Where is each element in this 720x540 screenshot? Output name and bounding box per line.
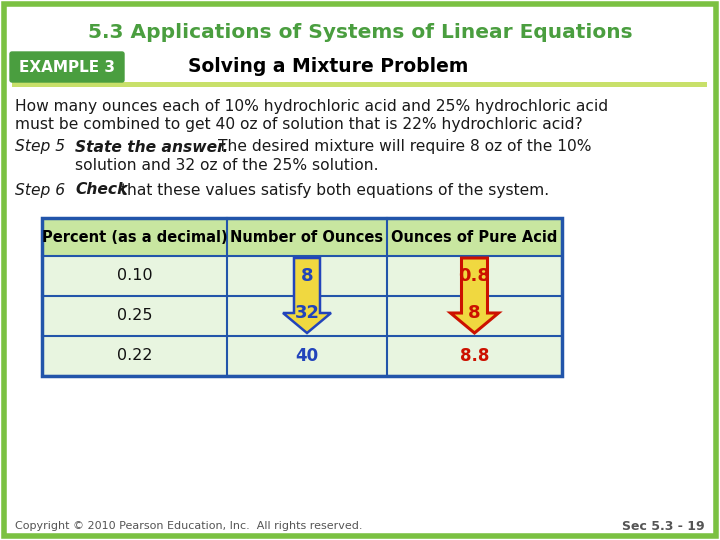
FancyBboxPatch shape — [10, 52, 124, 82]
Text: must be combined to get 40 oz of solution that is 22% hydrochloric acid?: must be combined to get 40 oz of solutio… — [15, 118, 582, 132]
Text: Check: Check — [75, 183, 127, 198]
Bar — [12, 82, 707, 87]
Text: Solving a Mixture Problem: Solving a Mixture Problem — [188, 57, 469, 77]
Text: 0.8: 0.8 — [459, 267, 490, 285]
FancyArrow shape — [283, 258, 331, 333]
Text: Percent (as a decimal): Percent (as a decimal) — [42, 230, 228, 245]
Bar — [42, 218, 562, 376]
Text: 0.10: 0.10 — [117, 268, 153, 284]
Text: Step 5: Step 5 — [15, 139, 65, 154]
Text: 0.22: 0.22 — [117, 348, 152, 363]
Text: Sec 5.3 - 19: Sec 5.3 - 19 — [622, 519, 705, 532]
Text: 5.3 Applications of Systems of Linear Equations: 5.3 Applications of Systems of Linear Eq… — [88, 23, 632, 42]
Text: State the answer.: State the answer. — [75, 139, 228, 154]
Text: 0.25: 0.25 — [117, 308, 152, 323]
Bar — [42, 256, 562, 296]
Text: Copyright © 2010 Pearson Education, Inc.  All rights reserved.: Copyright © 2010 Pearson Education, Inc.… — [15, 521, 362, 531]
Text: 32: 32 — [294, 304, 320, 322]
Bar — [42, 296, 562, 336]
Text: 8: 8 — [468, 304, 481, 322]
FancyArrow shape — [451, 258, 498, 333]
Text: EXAMPLE 3: EXAMPLE 3 — [19, 59, 115, 75]
Text: that these values satisfy both equations of the system.: that these values satisfy both equations… — [121, 183, 549, 198]
Bar — [42, 218, 562, 256]
Text: The desired mixture will require 8 oz of the 10%: The desired mixture will require 8 oz of… — [218, 139, 592, 154]
Text: 8: 8 — [301, 267, 313, 285]
Text: Ounces of Pure Acid: Ounces of Pure Acid — [391, 230, 558, 245]
Bar — [42, 336, 562, 376]
Text: Number of Ounces: Number of Ounces — [230, 230, 384, 245]
Text: How many ounces each of 10% hydrochloric acid and 25% hydrochloric acid: How many ounces each of 10% hydrochloric… — [15, 99, 608, 114]
Text: Step 6: Step 6 — [15, 183, 65, 198]
Text: 8.8: 8.8 — [460, 347, 489, 365]
Text: 40: 40 — [295, 347, 318, 365]
Text: solution and 32 oz of the 25% solution.: solution and 32 oz of the 25% solution. — [75, 158, 379, 172]
